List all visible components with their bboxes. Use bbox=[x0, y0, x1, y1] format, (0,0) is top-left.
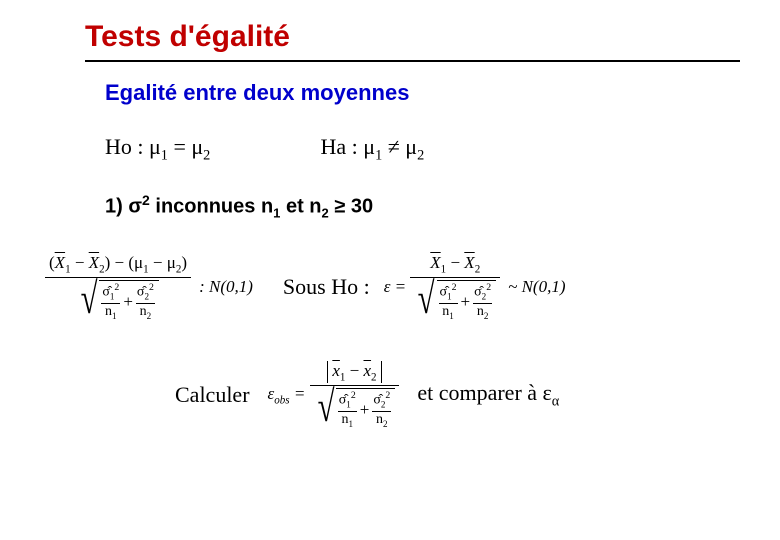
compare-prefix: et comparer à ε bbox=[417, 380, 551, 405]
f2-dist: ~ N(0,1) bbox=[508, 277, 565, 296]
sqrt-icon: √ bbox=[418, 280, 435, 320]
sqrt-icon: √ bbox=[81, 280, 98, 320]
f1-numerator: (X1 − X2) − (μ1 − μ2) bbox=[45, 253, 191, 277]
case1-mid: inconnues n bbox=[150, 196, 273, 218]
hypotheses-row: Ho : μ1 = μ2 Ha : μ1 ≠ μ2 bbox=[105, 134, 740, 164]
calc-row: Calculer εobs = x1 − x2 √ σ̂12n1 + σ̂22n… bbox=[175, 361, 740, 429]
alt-hypothesis: Ha : μ1 ≠ μ2 bbox=[321, 134, 425, 159]
ha-expr: μ1 ≠ μ2 bbox=[363, 134, 424, 159]
calculer-label: Calculer bbox=[175, 382, 250, 408]
sous-ho-label: Sous Ho : bbox=[283, 274, 370, 300]
case-1-condition: 1) σ2 inconnues n1 et n2 ≥ 30 bbox=[105, 192, 740, 221]
f1-dist: : N(0,1) bbox=[199, 277, 253, 296]
ho-expr: μ1 = μ2 bbox=[149, 134, 210, 159]
formula-row-1: (X1 − X2) − (μ1 − μ2) √ σ̂12n1 + σ̂22n2 … bbox=[45, 253, 740, 321]
sqrt-icon: √ bbox=[317, 388, 334, 428]
case1-mid2: et n bbox=[280, 196, 321, 218]
f2-lhs: ε = bbox=[384, 277, 411, 296]
compare-sub: α bbox=[552, 393, 560, 409]
formula-epsilon-obs: εobs = x1 − x2 √ σ̂12n1 + σ̂22n2 bbox=[268, 361, 400, 429]
compare-label: et comparer à εα bbox=[417, 380, 559, 410]
null-hypothesis: Ho : μ1 = μ2 bbox=[105, 134, 315, 164]
slide-title: Tests d'égalité bbox=[85, 20, 740, 54]
f3-denominator: √ σ̂12n1 + σ̂22n2 bbox=[310, 385, 400, 428]
f3-lhs: εobs = bbox=[268, 384, 310, 403]
slide-subtitle: Egalité entre deux moyennes bbox=[105, 80, 740, 106]
f2-denominator: √ σ̂12n1 + σ̂22n2 bbox=[410, 277, 500, 320]
ho-label: Ho : bbox=[105, 134, 149, 159]
case1-sub2: 2 bbox=[322, 206, 329, 221]
f1-denominator: √ σ̂12n1 + σ̂22n2 bbox=[45, 277, 191, 320]
formula-epsilon: ε = X1 − X2 √ σ̂12n1 + σ̂22n2 ~ N(0,1) bbox=[384, 253, 566, 321]
case1-tail: ≥ 30 bbox=[329, 196, 373, 218]
ha-label: Ha : bbox=[321, 134, 364, 159]
title-underline bbox=[85, 60, 740, 62]
case1-prefix: 1) σ bbox=[105, 196, 142, 218]
formula-stat-full: (X1 − X2) − (μ1 − μ2) √ σ̂12n1 + σ̂22n2 … bbox=[45, 253, 253, 321]
case1-exp: 2 bbox=[142, 192, 150, 208]
